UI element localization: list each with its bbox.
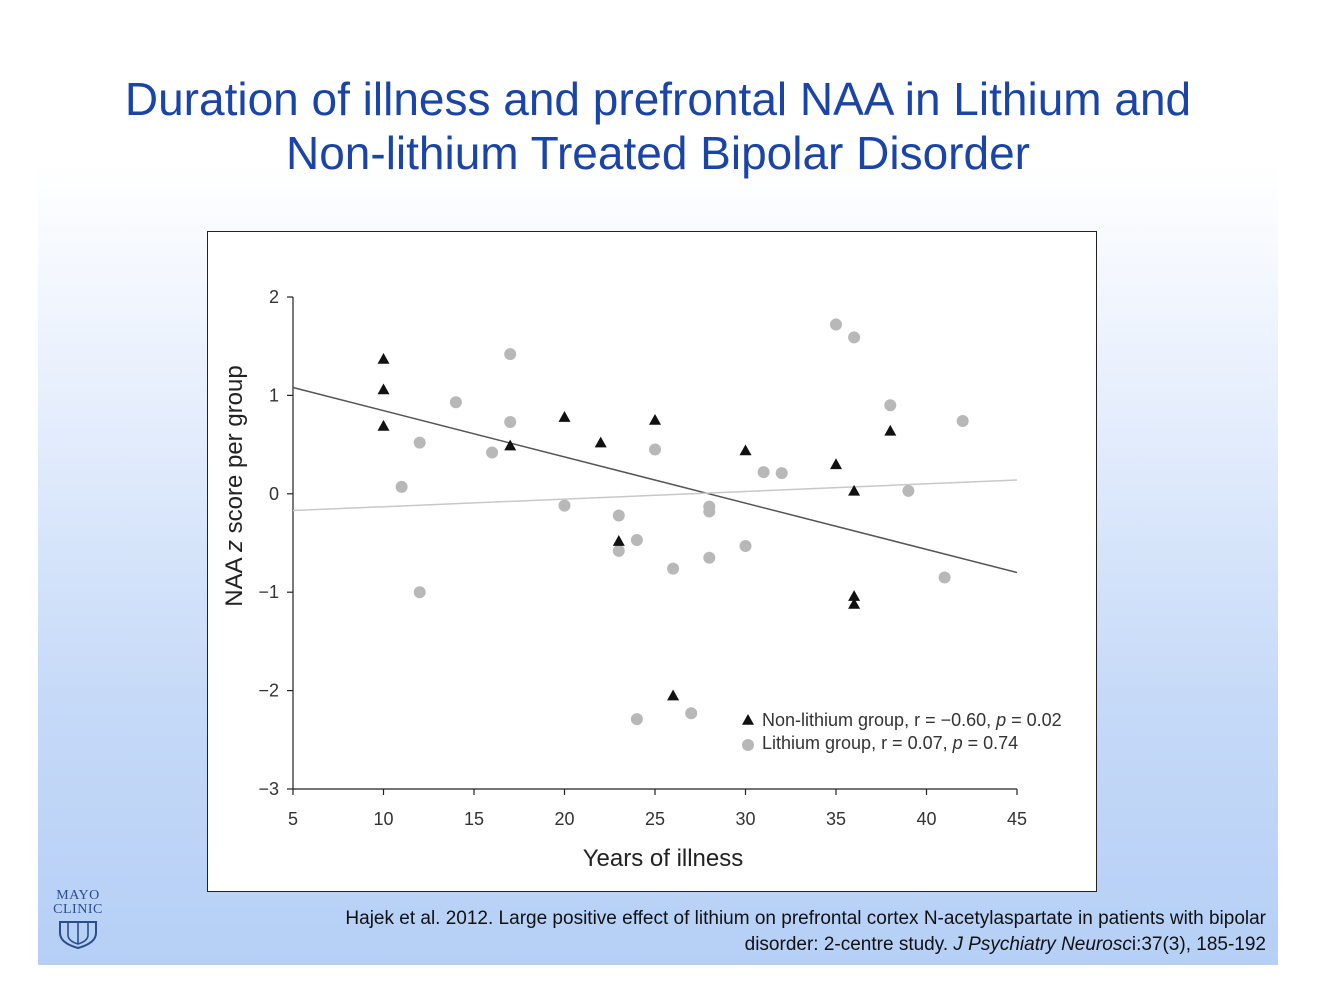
x-tick-label: 45 xyxy=(1007,809,1027,829)
y-tick-label: 1 xyxy=(269,385,279,405)
legend-label-lithium: Lithium group, r = 0.07, p = 0.74 xyxy=(762,733,1018,753)
lithium-point xyxy=(486,446,499,459)
fit-lines xyxy=(292,386,1018,574)
lithium-point xyxy=(956,414,969,427)
non-lithium-point xyxy=(612,535,625,546)
lithium-point xyxy=(504,348,517,361)
x-tick-label: 15 xyxy=(464,809,484,829)
shield-icon xyxy=(59,921,97,949)
lithium-point xyxy=(757,466,770,479)
x-tick-label: 30 xyxy=(735,809,755,829)
chart-legend: Non-lithium group, r = −0.60, p = 0.02 Li… xyxy=(742,710,1062,753)
lithium-point xyxy=(558,499,571,512)
legend-label-non-lithium: Non-lithium group, r = −0.60, p = 0.02 xyxy=(762,710,1062,730)
legend-circle-marker xyxy=(742,739,754,751)
y-axis-label-italic: z xyxy=(221,540,248,553)
lithium-fit-line xyxy=(292,479,1018,512)
citation-suffix: i:37(3), 185-192 xyxy=(1131,934,1266,955)
lithium-point xyxy=(395,480,408,493)
slide-title: Duration of illness and prefrontal NAA i… xyxy=(38,72,1278,180)
lithium-point xyxy=(649,443,661,456)
chart-axes: 5 10 15 20 25 30 35 40 45 −3 −2 −1 0 1 2 xyxy=(258,287,1027,829)
lithium-point xyxy=(612,509,625,522)
lithium-point xyxy=(413,586,426,599)
y-tick-label: 2 xyxy=(269,287,279,307)
lithium-point xyxy=(848,331,861,344)
data-points xyxy=(377,318,969,726)
lithium-point xyxy=(685,707,698,720)
non-lithium-point xyxy=(848,598,861,609)
x-tick-label: 20 xyxy=(554,809,574,829)
non-lithium-point xyxy=(377,419,390,431)
chart-figure: 5 10 15 20 25 30 35 40 45 −3 −2 −1 0 1 2 Non-lithium g… xyxy=(207,231,1097,892)
lithium-point xyxy=(630,713,643,726)
lithium-point xyxy=(703,551,716,564)
non-lithium-point xyxy=(739,444,752,456)
non-lithium-point xyxy=(377,352,390,364)
lithium-point xyxy=(667,562,680,575)
non-lithium-point xyxy=(377,383,390,395)
citation-journal: J Psychiatry Neurosc xyxy=(953,934,1132,955)
y-axis-label-suffix: score per group xyxy=(221,365,248,540)
logo-word-mayo: MAYO xyxy=(56,888,100,903)
non-lithium-point xyxy=(594,436,607,448)
lithium-point xyxy=(504,415,517,428)
citation-prefix: disorder: 2-centre study. xyxy=(744,934,954,955)
lithium-point xyxy=(775,467,788,480)
non-lithium-point xyxy=(667,689,680,701)
lithium-point xyxy=(630,534,643,547)
lithium-point xyxy=(703,505,716,518)
y-axis-label-prefix: NAA xyxy=(221,552,248,607)
scatter-chart: 5 10 15 20 25 30 35 40 45 −3 −2 −1 0 1 2 Non-lithium g… xyxy=(221,287,1062,872)
mayo-clinic-logo: MAYO CLINIC xyxy=(46,889,110,949)
non-lithium-point xyxy=(848,590,861,601)
y-tick-label: −2 xyxy=(258,681,279,701)
y-tick-label: −1 xyxy=(258,582,279,602)
lithium-point xyxy=(449,396,462,409)
lithium-point xyxy=(902,484,915,497)
lithium-point xyxy=(612,544,625,557)
lithium-point xyxy=(830,318,842,331)
citation-line-2: disorder: 2-centre study. J Psychiatry N… xyxy=(206,932,1266,958)
lithium-point xyxy=(938,571,951,584)
lithium-point xyxy=(884,399,897,412)
y-tick-label: 0 xyxy=(269,484,279,504)
non-lithium-point xyxy=(848,484,861,496)
title-line-2: Non-lithium Treated Bipolar Disorder xyxy=(286,127,1030,179)
non-lithium-fit-line xyxy=(292,386,1018,574)
x-tick-label: 10 xyxy=(373,809,393,829)
lithium-point xyxy=(739,539,752,552)
non-lithium-point xyxy=(830,458,842,470)
lithium-point xyxy=(413,436,426,449)
x-tick-label: 35 xyxy=(826,809,846,829)
non-lithium-point xyxy=(504,439,517,451)
x-tick-label: 40 xyxy=(916,809,936,829)
y-axis-label: NAA z score per group xyxy=(221,365,248,606)
logo-word-clinic: CLINIC xyxy=(53,902,103,917)
x-tick-label: 25 xyxy=(645,809,665,829)
y-tick-label: −3 xyxy=(258,779,279,799)
non-lithium-point xyxy=(884,424,897,436)
x-tick-label: 5 xyxy=(288,809,298,829)
title-line-1: Duration of illness and prefrontal NAA i… xyxy=(124,73,1192,125)
citation: Hajek et al. 2012. Large positive effect… xyxy=(206,906,1266,958)
x-axis-label: Years of illness xyxy=(583,845,744,872)
citation-line-1: Hajek et al. 2012. Large positive effect… xyxy=(345,908,1266,929)
non-lithium-point xyxy=(649,414,661,425)
legend-triangle-marker xyxy=(742,714,754,725)
non-lithium-point xyxy=(558,411,571,422)
